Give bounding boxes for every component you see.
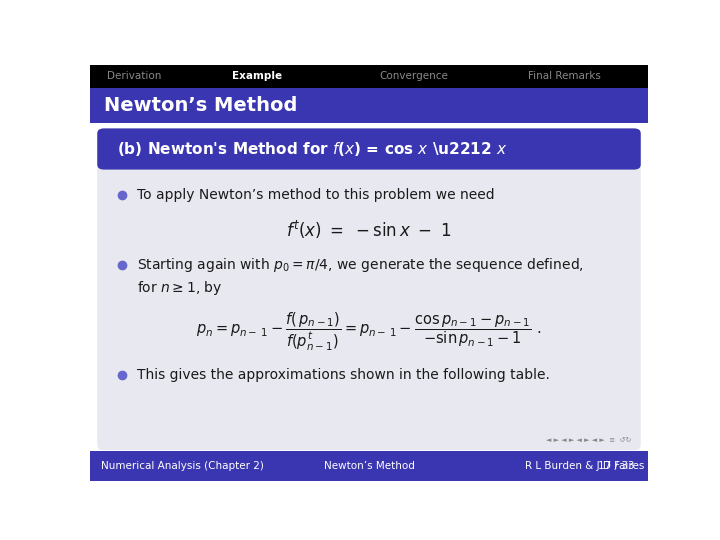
Text: R L Burden & J D Faires: R L Burden & J D Faires (526, 461, 644, 471)
Text: 17 / 33: 17 / 33 (598, 461, 634, 471)
Text: (b) Newton's Method for $\mathit{f}$($\mathit{x}$) = cos $\mathit{x}$ \u2212 $\m: (b) Newton's Method for $\mathit{f}$($\m… (117, 140, 508, 158)
FancyBboxPatch shape (97, 129, 641, 450)
Text: ◄ ► ◄ ► ◄ ► ◄ ►  ≡  ↺↻: ◄ ► ◄ ► ◄ ► ◄ ► ≡ ↺↻ (546, 437, 631, 443)
Text: $\mathit{f}^t(\mathit{x})\ =\ -\sin\mathit{x}\ -\ 1$: $\mathit{f}^t(\mathit{x})\ =\ -\sin\math… (287, 219, 451, 241)
Text: Derivation: Derivation (107, 71, 162, 81)
Text: This gives the approximations shown in the following table.: This gives the approximations shown in t… (138, 368, 550, 382)
Bar (90, 87, 648, 123)
FancyBboxPatch shape (97, 129, 641, 170)
Text: Convergence: Convergence (379, 71, 448, 81)
Bar (90, 451, 648, 481)
Text: Newton’s Method: Newton’s Method (323, 461, 415, 471)
Text: Numerical Analysis (Chapter 2): Numerical Analysis (Chapter 2) (101, 461, 264, 471)
Text: Final Remarks: Final Remarks (528, 71, 600, 81)
Text: Starting again with $\mathit{p}_0 = \pi/4$, we generate the sequence defined,: Starting again with $\mathit{p}_0 = \pi/… (138, 256, 584, 274)
Text: Newton’s Method: Newton’s Method (104, 96, 297, 115)
Text: Example: Example (233, 71, 282, 81)
Text: $\mathit{p}_n = \mathit{p}_{n-\,1} - \dfrac{f(\,\mathit{p}_{n-1})}{f(\mathit{p}^: $\mathit{p}_n = \mathit{p}_{n-\,1} - \df… (197, 310, 541, 353)
Bar (90, 65, 648, 87)
Bar (90, 123, 648, 451)
Text: for $\mathit{n} \geq 1$, by: for $\mathit{n} \geq 1$, by (138, 279, 223, 297)
Text: To apply Newton’s method to this problem we need: To apply Newton’s method to this problem… (138, 187, 495, 201)
